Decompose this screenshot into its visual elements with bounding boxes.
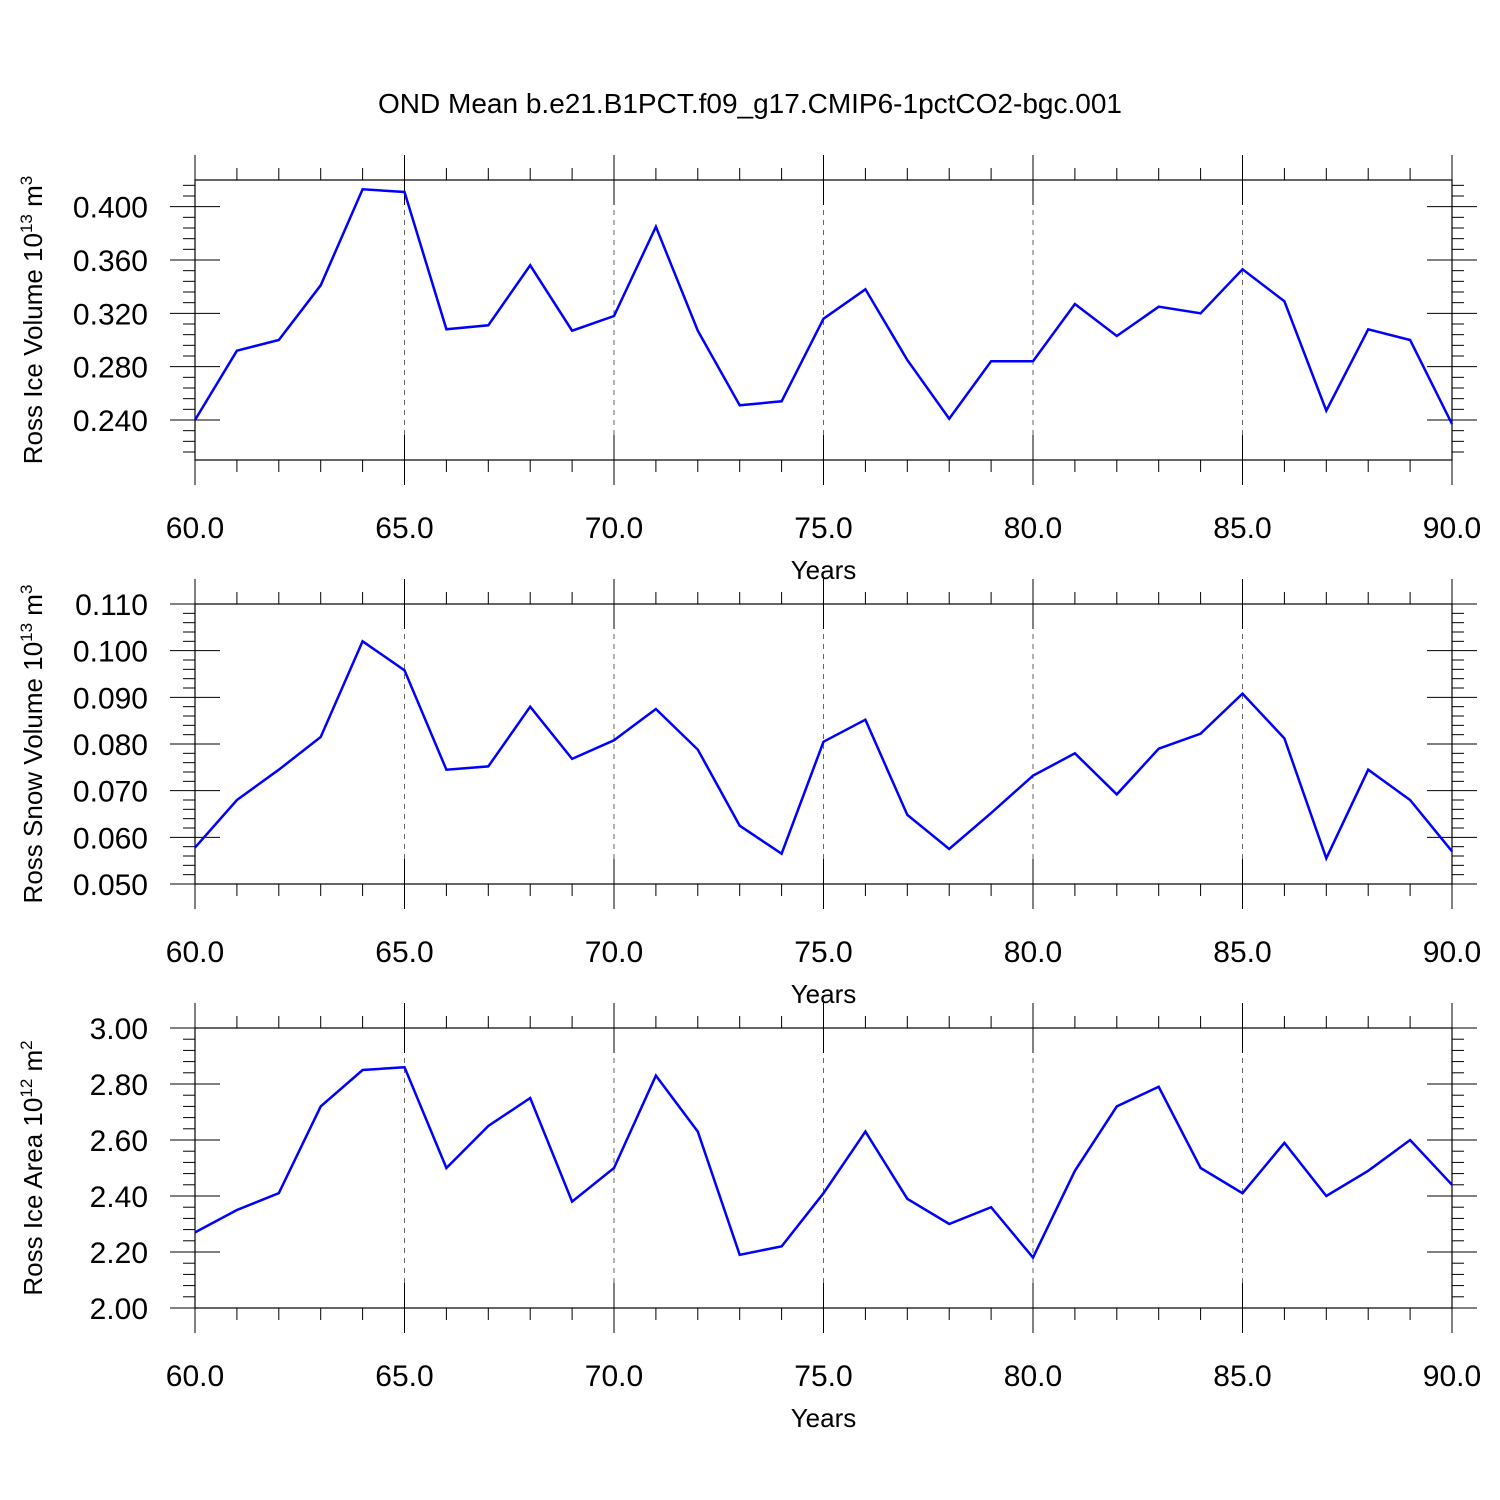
series-line xyxy=(193,187,1454,425)
x-tick-label: 70.0 xyxy=(585,936,643,969)
panel-3: 60.0 65.0 70.0 75.0 80.0 85.0 90.0 2.00 2.20 2.40… xyxy=(17,1003,1481,1433)
y-tick-label: 2.20 xyxy=(90,1237,148,1270)
x-tick-label: 65.0 xyxy=(375,512,433,545)
y-axis-title: Ross Ice Area 1012 m2 xyxy=(17,1040,48,1295)
x-tick-label: 80.0 xyxy=(1004,1360,1062,1393)
y-tick-label: 0.060 xyxy=(73,822,148,855)
x-tick-label: 65.0 xyxy=(375,936,433,969)
x-tick-label: 60.0 xyxy=(166,512,224,545)
x-tick-label: 65.0 xyxy=(375,1360,433,1393)
x-tick-label: 70.0 xyxy=(585,1360,643,1393)
x-tick-label: 80.0 xyxy=(1004,512,1062,545)
y-tick-label: 0.280 xyxy=(73,352,148,385)
x-tick-label: 60.0 xyxy=(166,936,224,969)
y-tick-label: 0.400 xyxy=(73,192,148,225)
x-tick-label: 75.0 xyxy=(794,936,852,969)
y-axis-title: Ross Ice Volume 1013 m3 xyxy=(17,176,48,465)
y-axis-title: Ross Snow Volume 1013 m3 xyxy=(17,585,48,904)
x-tick-label: 80.0 xyxy=(1004,936,1062,969)
y-tick-label: 0.240 xyxy=(73,405,148,438)
y-tick-label: 3.00 xyxy=(90,1013,148,1046)
x-tick-label: 90.0 xyxy=(1423,512,1481,545)
panel-1: 60.0 65.0 70.0 75.0 80.0 85.0 90.0 0.240 0.280 0.… xyxy=(17,155,1481,585)
series-line xyxy=(194,1065,1453,1260)
x-tick-label: 85.0 xyxy=(1213,512,1271,545)
x-tick-label: 85.0 xyxy=(1213,1360,1271,1393)
x-tick-label: 85.0 xyxy=(1213,936,1271,969)
y-tick-label: 2.00 xyxy=(90,1293,148,1326)
y-tick-label: 2.40 xyxy=(90,1181,148,1214)
x-tick-label: 90.0 xyxy=(1423,1360,1481,1393)
chart-title: OND Mean b.e21.B1PCT.f09_g17.CMIP6-1pctC… xyxy=(378,88,1122,119)
x-tick-label: 75.0 xyxy=(794,1360,852,1393)
y-tick-label: 2.60 xyxy=(90,1125,148,1158)
y-tick-label: 0.320 xyxy=(73,298,148,331)
y-tick-label: 0.080 xyxy=(73,729,148,762)
y-tick-label: 0.070 xyxy=(73,776,148,809)
y-tick-label: 0.110 xyxy=(75,589,148,622)
x-axis-title: Years xyxy=(791,1403,857,1433)
y-tick-label: 0.050 xyxy=(73,869,148,902)
y-tick-label: 0.100 xyxy=(73,636,148,669)
x-tick-label: 70.0 xyxy=(585,512,643,545)
series-line xyxy=(194,639,1453,862)
y-tick-label: 0.090 xyxy=(73,682,148,715)
x-tick-label: 90.0 xyxy=(1423,936,1481,969)
x-tick-label: 75.0 xyxy=(794,512,852,545)
y-tick-label: 2.80 xyxy=(90,1069,148,1102)
x-tick-label: 60.0 xyxy=(166,1360,224,1393)
panel-2: 60.0 65.0 70.0 75.0 80.0 85.0 90.0 0.050 0.060 0.… xyxy=(17,579,1481,1009)
y-tick-label: 0.360 xyxy=(73,245,148,278)
